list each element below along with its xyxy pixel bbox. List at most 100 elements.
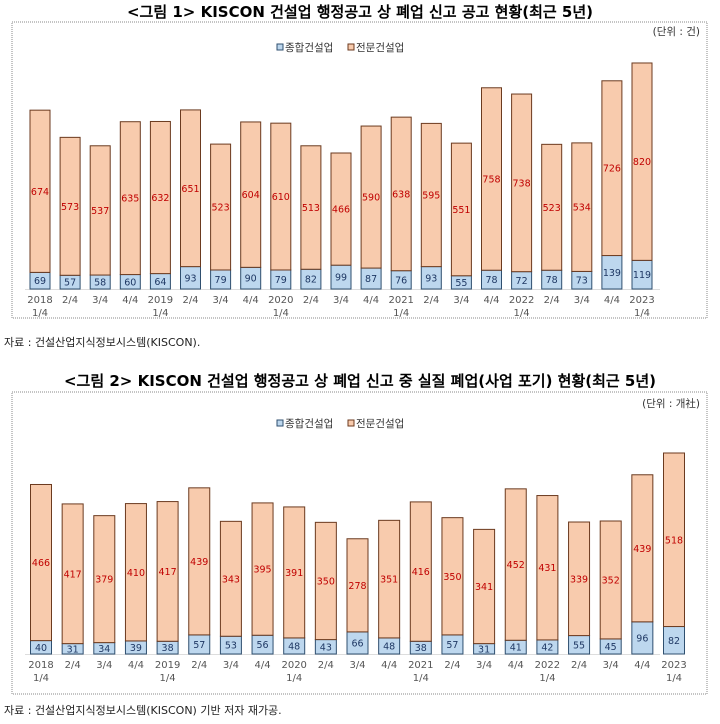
bar-group: 43 350 2/4 <box>314 521 337 671</box>
legend-label-specialty: 전문건설업 <box>356 417 404 430</box>
x-tick-label: 3/4 <box>349 660 365 671</box>
bar-specialty <box>188 487 211 636</box>
data-label-general: 60 <box>124 277 136 288</box>
data-label-general: 73 <box>576 276 588 287</box>
data-label-specialty: 513 <box>302 203 320 214</box>
data-label-specialty: 466 <box>32 558 50 569</box>
chart-title: <그림 2> KISCON 건설업 행정공고 상 폐업 신고 중 실질 폐업(사… <box>64 372 656 390</box>
data-label-specialty: 341 <box>475 582 493 593</box>
data-label-specialty: 439 <box>190 557 208 568</box>
bar-specialty <box>346 538 369 633</box>
data-label-general: 48 <box>383 641 395 652</box>
data-label-general: 72 <box>516 276 528 287</box>
data-label-general: 79 <box>215 275 227 286</box>
bar-specialty <box>571 142 593 272</box>
bar-group: 34 379 3/4 <box>93 515 116 671</box>
legend-swatch-general <box>276 419 284 427</box>
x-tick-label: 2022 <box>535 660 560 671</box>
data-label-general: 87 <box>365 274 377 285</box>
data-label-specialty: 638 <box>392 189 410 200</box>
legend-swatch-general <box>276 43 284 51</box>
data-label-general: 82 <box>305 275 317 286</box>
x-tick-label: 2019 <box>155 660 180 671</box>
bar-group: 41 452 4/4 <box>504 488 527 671</box>
legend-label-general: 종합건설업 <box>285 41 333 54</box>
x-tick-label: 2/4 <box>62 295 78 306</box>
legend-label-general: 종합건설업 <box>285 417 333 430</box>
x-tick-label: 2/4 <box>303 295 319 306</box>
data-label-general: 42 <box>541 642 553 653</box>
bar-group: 69 674 2018 1/4 <box>27 109 53 319</box>
data-label-general: 76 <box>395 275 407 286</box>
data-label-specialty: 351 <box>380 575 398 586</box>
data-label-specialty: 738 <box>513 178 531 189</box>
data-label-specialty: 635 <box>121 194 139 205</box>
data-label-general: 40 <box>35 643 47 654</box>
x-tick-label: 2020 <box>281 660 306 671</box>
x-tick-label: 3/4 <box>476 660 492 671</box>
data-label-general: 99 <box>335 273 347 284</box>
data-label-specialty: 820 <box>633 157 651 168</box>
bar-specialty <box>390 116 412 272</box>
bar-specialty <box>568 521 591 637</box>
data-label-general: 78 <box>485 275 497 286</box>
bar-specialty <box>473 528 496 645</box>
bar-group: 73 534 3/4 <box>571 142 593 306</box>
data-label-general: 56 <box>257 640 269 651</box>
bar-group: 31 417 2/4 <box>61 503 84 671</box>
data-label-specialty: 343 <box>222 574 240 585</box>
x-tick-label: 2018 <box>27 295 52 306</box>
bar-group: 39 410 4/4 <box>124 503 147 671</box>
bar-specialty <box>601 80 623 257</box>
bar-group: 82 513 2/4 <box>300 145 322 306</box>
bar-specialty <box>59 136 81 276</box>
bar-group: 139 726 4/4 <box>601 80 623 306</box>
x-tick-sublabel: 1/4 <box>413 673 429 684</box>
bar-specialty <box>283 506 306 639</box>
x-tick-label: 2/4 <box>65 660 81 671</box>
bar-group: 82 518 2023 1/4 <box>661 452 687 684</box>
bar-group: 99 466 3/4 <box>330 152 352 306</box>
bar-specialty <box>441 517 464 636</box>
x-tick-label: 2/4 <box>444 660 460 671</box>
source-note: 자료 : 건설산업지식정보시스템(KISCON). <box>4 336 200 349</box>
x-tick-label: 3/4 <box>213 295 229 306</box>
data-label-specialty: 466 <box>332 205 350 216</box>
x-tick-sublabel: 1/4 <box>514 308 530 319</box>
unit-label: (단위 : 건) <box>653 25 700 38</box>
bar-specialty <box>61 503 84 645</box>
x-tick-label: 4/4 <box>634 660 650 671</box>
x-tick-label: 4/4 <box>483 295 499 306</box>
x-tick-label: 4/4 <box>508 660 524 671</box>
bar-specialty <box>180 109 201 268</box>
bar-group: 42 431 2022 1/4 <box>535 495 560 684</box>
bar-group: 87 590 4/4 <box>360 125 382 306</box>
data-label-specialty: 350 <box>317 576 335 587</box>
bar-specialty <box>89 145 111 276</box>
bar-specialty <box>631 474 654 623</box>
data-label-general: 38 <box>162 643 174 654</box>
x-tick-label: 2021 <box>388 295 413 306</box>
data-label-general: 93 <box>184 273 196 284</box>
bar-group: 55 551 3/4 <box>450 142 472 306</box>
bar-specialty <box>300 145 322 270</box>
bar-specialty <box>599 520 622 640</box>
bar-specialty <box>450 142 472 277</box>
data-label-specialty: 595 <box>422 191 440 202</box>
legend-label-specialty: 전문건설업 <box>356 41 404 54</box>
bar-specialty <box>156 501 179 642</box>
x-tick-label: 2/4 <box>544 295 560 306</box>
legend-swatch-specialty <box>347 419 355 427</box>
chart-title: <그림 1> KISCON 건설업 행정공고 상 폐업 신고 공고 현황(최근 … <box>127 3 593 21</box>
data-label-general: 57 <box>446 640 458 651</box>
bar-specialty <box>420 122 442 268</box>
x-tick-label: 4/4 <box>122 295 138 306</box>
data-label-specialty: 604 <box>242 190 260 201</box>
bar-specialty <box>481 87 502 271</box>
x-tick-sublabel: 1/4 <box>33 673 49 684</box>
data-label-specialty: 573 <box>61 202 79 213</box>
bar-specialty <box>360 125 382 269</box>
data-label-general: 69 <box>34 276 46 287</box>
chart-2: <그림 2> KISCON 건설업 행정공고 상 폐업 신고 중 실질 폐업(사… <box>4 372 708 717</box>
data-label-general: 57 <box>64 278 76 289</box>
